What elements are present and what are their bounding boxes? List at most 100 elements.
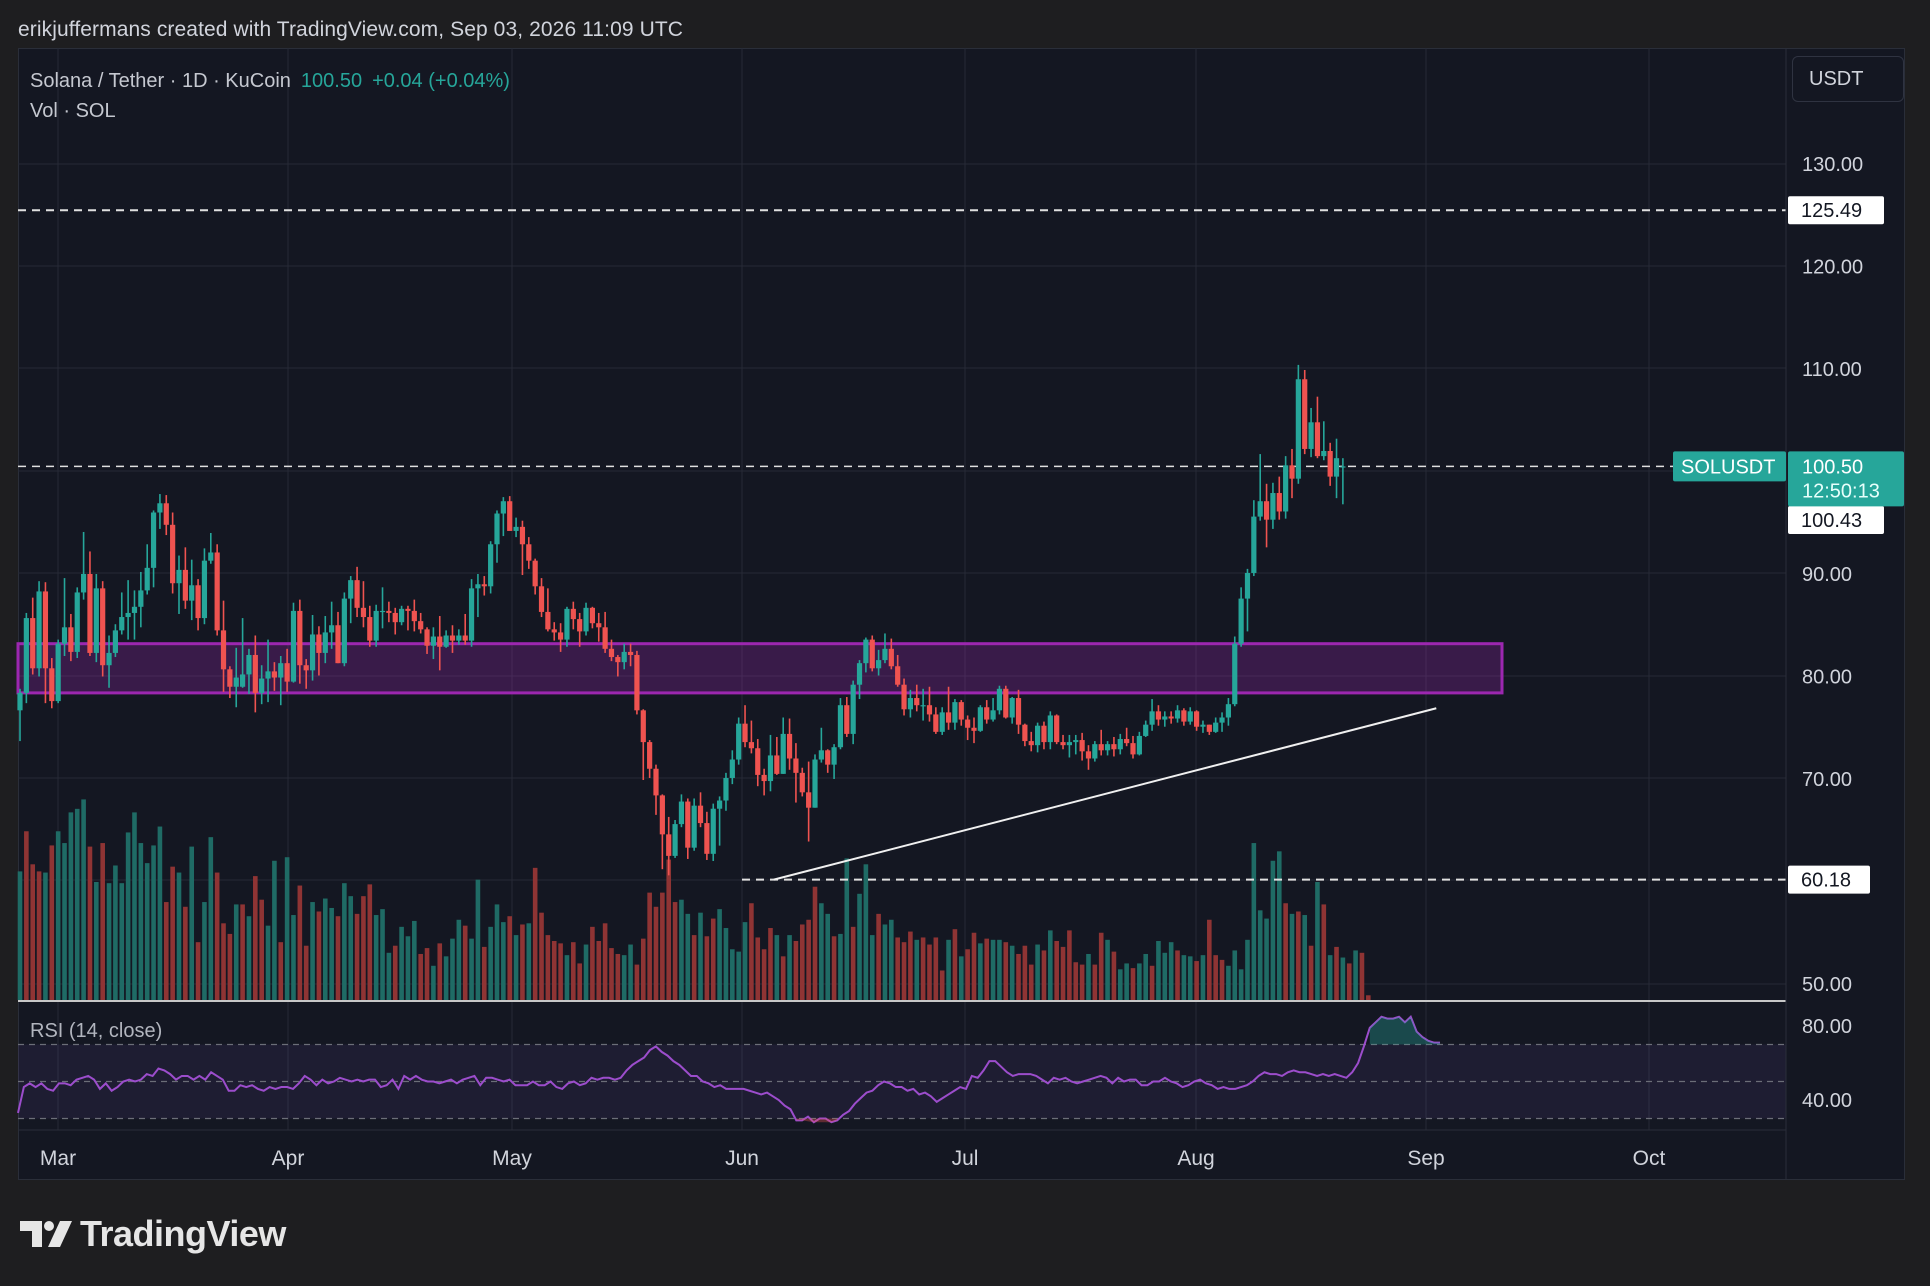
volume-bar: [736, 951, 741, 1000]
candle-body: [761, 774, 767, 782]
volume-bar: [806, 919, 811, 1000]
volume-bar: [380, 909, 385, 1000]
volume-bar: [952, 929, 958, 1000]
volume-bar: [163, 902, 169, 1000]
currency-button[interactable]: USDT: [1792, 56, 1904, 102]
volume-bar: [291, 915, 296, 1000]
rsi-legend[interactable]: RSI (14, close): [30, 1020, 163, 1042]
volume-bar: [1200, 955, 1206, 1000]
volume-bar: [431, 965, 436, 1000]
volume-bar: [1232, 950, 1238, 1000]
candle-body: [214, 552, 220, 631]
volume-bar: [819, 903, 824, 1000]
time-tick-label: Jun: [725, 1147, 759, 1170]
candle-body: [888, 648, 894, 667]
volume-bar: [284, 857, 290, 1000]
volume-bar: [787, 935, 792, 1000]
candle-body: [723, 777, 729, 801]
volume-bar: [1321, 904, 1327, 1000]
volume-bar: [1187, 956, 1193, 1000]
last-price-symbol-box: [1673, 451, 1786, 482]
volume-bar: [170, 866, 175, 1000]
volume-bar: [1181, 955, 1187, 1000]
time-tick-label: Apr: [272, 1147, 305, 1170]
volume-bar: [1251, 843, 1257, 1000]
candle-body: [984, 707, 990, 720]
volume-bar: [1073, 962, 1079, 1000]
volume-bar: [494, 904, 500, 1000]
volume-bar: [329, 907, 334, 1000]
volume-bar: [1156, 941, 1161, 1000]
volume-bar: [1359, 952, 1365, 1000]
candle-body: [1073, 740, 1079, 743]
candle-body: [1009, 698, 1015, 718]
candle-body: [895, 666, 901, 685]
rsi-pane: [17, 1015, 1786, 1124]
candle-body: [30, 618, 36, 669]
candle-body: [545, 611, 551, 630]
volume-bar: [1149, 965, 1155, 1000]
candle-body: [831, 747, 837, 765]
candle-body: [551, 629, 557, 633]
volume-bar: [1137, 963, 1142, 1000]
volume-bar: [424, 948, 430, 1000]
volume-bar: [1315, 882, 1320, 1000]
volume-bar: [730, 949, 735, 1000]
volume-bar: [49, 845, 55, 1000]
candle-body: [36, 591, 42, 669]
candle-body: [227, 669, 233, 687]
volume-bar: [94, 882, 99, 1000]
volume-bar: [1245, 939, 1250, 1000]
candle-body: [1111, 744, 1117, 750]
volume-bar: [812, 886, 818, 1000]
candles: [17, 364, 1346, 876]
candle-body: [367, 617, 373, 641]
candle-body: [990, 710, 996, 720]
volume-bar: [1270, 860, 1276, 1000]
trendline: [773, 707, 1437, 881]
candle-body: [1283, 465, 1289, 512]
candle-body: [81, 574, 87, 593]
volume-bar: [825, 913, 831, 1000]
candle-body: [1302, 379, 1308, 449]
volume-legend[interactable]: Vol · SOL: [30, 100, 116, 122]
candle-body: [1092, 744, 1098, 759]
symbol-title[interactable]: Solana / Tether · 1D · KuCoin: [30, 70, 291, 92]
candle-body: [933, 714, 939, 732]
candle-body: [1124, 739, 1130, 744]
candle-body: [1327, 451, 1333, 477]
volume-bar: [920, 937, 926, 1000]
volume-bar: [539, 912, 544, 1000]
volume-bar: [946, 939, 951, 1000]
candle-body: [965, 719, 971, 728]
candle-body: [1035, 725, 1041, 746]
volume-bar: [195, 942, 201, 1000]
candle-body: [87, 574, 93, 653]
volume-bar: [1207, 919, 1212, 1000]
volume-bar: [418, 953, 423, 1000]
volume-bar: [1117, 969, 1123, 1000]
candle-body: [182, 569, 188, 601]
volume-bar: [202, 902, 207, 1000]
candle-body: [742, 723, 748, 743]
candle-body: [399, 608, 405, 623]
volume-bar: [1098, 932, 1104, 1000]
volume-bar: [151, 845, 156, 1000]
candle-body: [914, 698, 920, 706]
volume-bar: [221, 923, 226, 1000]
volume-bar: [990, 939, 996, 1000]
candle-body: [786, 733, 793, 759]
candle-body: [278, 663, 284, 678]
candle-body: [150, 512, 157, 568]
level-label-box: [1788, 865, 1870, 894]
volume-bar: [1079, 964, 1085, 1000]
volume-bar: [869, 935, 875, 1000]
candle-body: [589, 607, 595, 624]
volume-bar: [660, 892, 665, 1000]
volume-bar: [901, 942, 907, 1000]
volume-bar: [412, 920, 417, 1000]
volume-bar: [189, 846, 195, 1000]
volume-bar: [1092, 964, 1098, 1000]
